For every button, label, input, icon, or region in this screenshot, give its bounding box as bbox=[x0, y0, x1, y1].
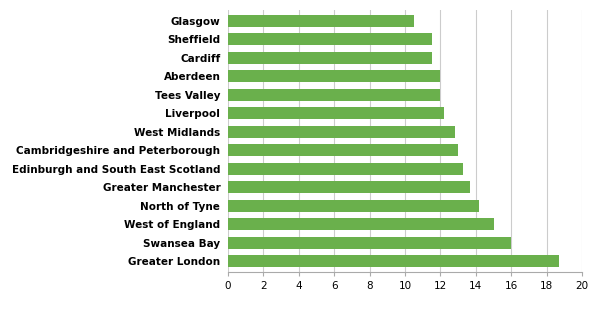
Bar bbox=[228, 237, 511, 249]
Bar bbox=[228, 255, 559, 267]
Bar bbox=[228, 181, 470, 193]
Bar bbox=[228, 163, 463, 175]
Bar bbox=[228, 200, 479, 212]
Bar bbox=[228, 89, 440, 101]
Bar bbox=[228, 52, 431, 64]
Bar bbox=[228, 33, 431, 45]
Bar bbox=[228, 107, 444, 119]
Bar bbox=[228, 15, 414, 27]
Bar bbox=[228, 70, 440, 82]
Bar bbox=[228, 218, 493, 230]
Bar bbox=[228, 144, 458, 156]
Bar bbox=[228, 126, 455, 138]
